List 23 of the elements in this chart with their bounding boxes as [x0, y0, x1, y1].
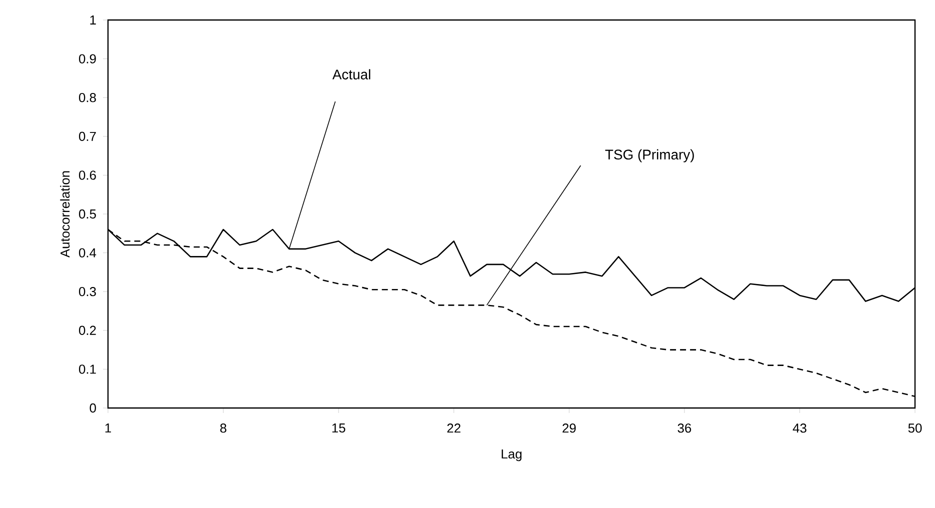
y-tick-label: 0.9	[78, 54, 96, 64]
y-tick-label: 0.8	[78, 93, 96, 102]
y-tick-label: 0	[90, 403, 96, 413]
y-tick-label: 0.5	[78, 209, 96, 219]
y-tick-label: 0.6	[78, 170, 96, 180]
x-tick-label: 29	[562, 424, 576, 433]
x-tick-label: 22	[447, 424, 460, 433]
x-tick-label: 8	[220, 424, 226, 433]
y-tick-label: 0.2	[78, 326, 96, 335]
x-tick-label: 36	[678, 424, 692, 433]
y-axis-title: Autocorrelation	[60, 171, 70, 258]
y-tick-label: 1	[90, 16, 96, 24]
x-tick-label: 1	[105, 424, 111, 432]
annotation: TSG (Primary)	[605, 149, 694, 162]
x-tick-label: 15	[332, 424, 346, 433]
annotation: Actual	[332, 69, 370, 80]
y-tick-label: 0.7	[78, 132, 96, 141]
x-tick-label: 50	[908, 424, 922, 433]
x-axis-title: Lag	[502, 450, 522, 462]
y-tick-label: 0.1	[78, 364, 96, 374]
y-tick-label: 0.3	[78, 287, 96, 296]
x-tick-label: 43	[792, 424, 806, 433]
y-tick-label: 0.4	[78, 248, 96, 258]
